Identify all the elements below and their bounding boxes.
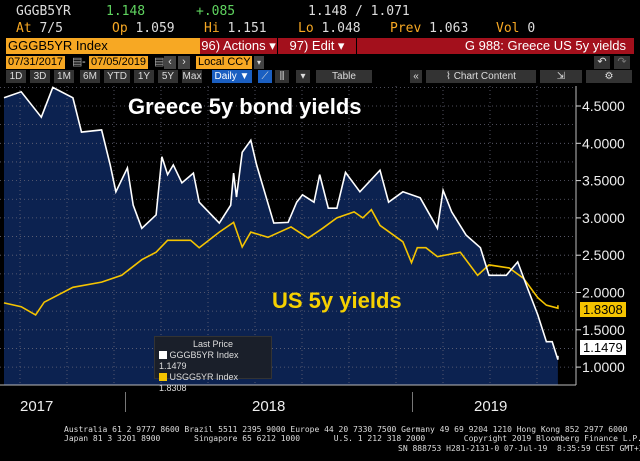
y-tick-label: 1.5000 — [582, 322, 625, 338]
legend-label: GGGB5YR Index 1.1479 — [159, 350, 239, 371]
end-date-input[interactable]: 07/05/2019 — [89, 56, 149, 69]
last-price: 1.148 — [106, 4, 146, 19]
chart-title: G 988: Greece US 5y yields — [357, 38, 634, 54]
last-value-tag-us: 1.8308 — [580, 302, 626, 317]
security-field[interactable]: GGGB5YR Index — [6, 38, 200, 54]
chart-content-label: Chart Content — [453, 71, 516, 82]
y-tick-label: 2.5000 — [582, 247, 625, 263]
legend-label: USGG5YR Index 1.8308 — [159, 372, 239, 393]
chevron-down-icon[interactable]: ▾ — [254, 56, 264, 69]
at-label: At — [16, 21, 32, 36]
open-value: 1.059 — [135, 21, 175, 36]
start-date-input[interactable]: 07/31/2017 — [6, 56, 66, 69]
edit-menu[interactable]: 97) Edit ▾ — [278, 38, 356, 54]
chart: 4.5000 4.0000 3.5000 3.0000 2.5000 2.0000 1.50… — [0, 86, 625, 386]
chevron-down-icon[interactable]: ▾ — [296, 70, 310, 83]
y-tick-label: 3.0000 — [582, 210, 625, 226]
legend-entry-us: USGG5YR Index 1.8308 — [159, 372, 267, 394]
low-value: 1.048 — [321, 21, 361, 36]
y-tick-label: 4.0000 — [582, 135, 625, 151]
bar-chart-icon[interactable]: ⫼ — [275, 70, 289, 83]
ticker: GGGB5YR — [16, 4, 71, 19]
y-tick-label: 3.5000 — [582, 173, 625, 189]
chart-icon: ⌇ — [446, 71, 454, 82]
legend-title: Last Price — [192, 339, 234, 349]
y-tick-label: 1.0000 — [582, 359, 625, 375]
footer-session: SN 888753 H281-2131-0 07-Jul-19 8:35:59 … — [398, 444, 640, 453]
prev-arrow-icon[interactable]: ‹ — [164, 56, 176, 69]
period-button-3d[interactable]: 3D — [30, 70, 50, 83]
actions-menu[interactable]: 96) Actions ▾ — [200, 38, 277, 54]
calendar-icon[interactable]: ▤ — [154, 56, 165, 68]
period-button-max[interactable]: Max — [182, 70, 202, 83]
undo-icon[interactable]: ↶ — [594, 56, 610, 69]
currency-select[interactable]: Local CCY — [196, 56, 252, 69]
high-value: 1.151 — [227, 21, 267, 36]
last-value-tag-greece: 1.1479 — [580, 340, 626, 355]
zoom-icon[interactable]: ⇲ — [540, 70, 582, 83]
annotation-greece: Greece 5y bond yields — [128, 94, 362, 119]
prev-label: Prev — [390, 21, 422, 36]
period-button-5y[interactable]: 5Y — [158, 70, 178, 83]
x-tick-2018: 2018 — [252, 398, 286, 415]
footer-contacts-1: Australia 61 2 9777 8600 Brazil 5511 239… — [64, 425, 628, 434]
collapse-button[interactable]: « — [410, 70, 422, 83]
period-button-1m[interactable]: 1M — [54, 70, 74, 83]
high-label: Hi — [204, 21, 220, 36]
x-tick-2017: 2017 — [20, 398, 54, 415]
table-button[interactable]: Table — [316, 70, 372, 83]
calendar-icon[interactable]: ▤ — [72, 56, 83, 68]
period-button-1d[interactable]: 1D — [6, 70, 26, 83]
period-button-1y[interactable]: 1Y — [134, 70, 154, 83]
gear-icon[interactable]: ⚙ — [586, 70, 632, 83]
y-tick-label: 4.5000 — [582, 98, 625, 114]
chart-content-button[interactable]: ⌇ Chart Content — [426, 70, 536, 83]
legend: Last Price GGGB5YR Index 1.1479 USGG5YR … — [154, 336, 272, 393]
period-button-ytd[interactable]: YTD — [104, 70, 130, 83]
low-label: Lo — [298, 21, 314, 36]
x-tick-2019: 2019 — [474, 398, 508, 415]
greece-series-line — [3, 86, 559, 360]
us-series-line — [3, 208, 559, 316]
period-button-6m[interactable]: 6M — [80, 70, 100, 83]
next-arrow-icon[interactable]: › — [178, 56, 190, 69]
legend-entry-greece: GGGB5YR Index 1.1479 — [159, 350, 267, 372]
bid-ask: 1.148 / 1.071 — [308, 4, 410, 19]
legend-swatch — [159, 351, 167, 359]
year-divider — [412, 392, 413, 412]
year-divider — [125, 392, 126, 412]
at-value: 7/5 — [39, 21, 63, 36]
annotation-us: US 5y yields — [272, 288, 402, 313]
frequency-select[interactable]: Daily ▼ — [212, 70, 252, 83]
vol-value: 0 — [527, 21, 536, 36]
legend-swatch — [159, 373, 167, 381]
footer-contacts-2: Japan 81 3 3201 8900 Singapore 65 6212 1… — [64, 434, 640, 443]
net-change: +.085 — [196, 4, 236, 19]
redo-icon[interactable]: ↷ — [614, 56, 630, 69]
y-tick-label: 2.0000 — [582, 285, 625, 301]
vol-label: Vol — [496, 21, 520, 36]
open-label: Op — [112, 21, 128, 36]
prev-value: 1.063 — [429, 21, 469, 36]
date-separator: - — [82, 56, 86, 68]
line-chart-icon[interactable]: ⟋ — [258, 70, 272, 83]
